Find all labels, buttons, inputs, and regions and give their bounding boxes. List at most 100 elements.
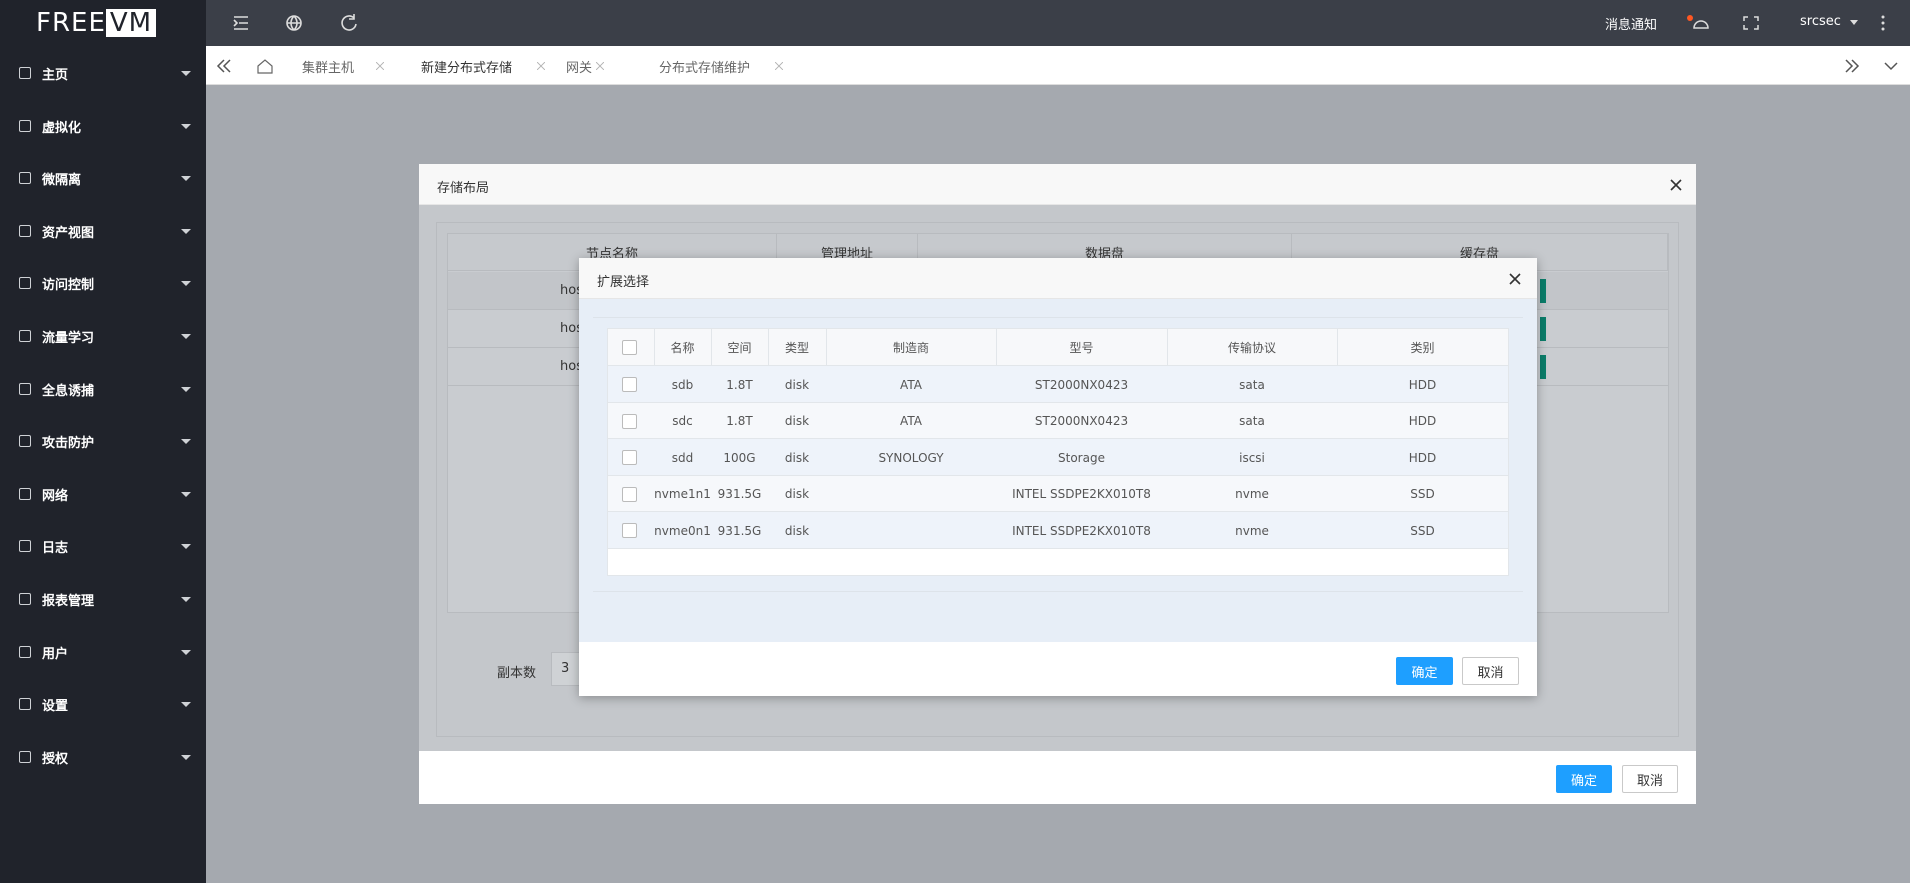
logo-right: VM (105, 9, 157, 37)
node-name: hos (560, 283, 583, 298)
nav-caret (181, 491, 191, 497)
nav-item[interactable]: 授权 (42, 751, 69, 767)
table-cell: sata (1239, 377, 1265, 392)
nav-caret (181, 544, 191, 550)
nav-caret (181, 754, 191, 760)
divider (593, 317, 1523, 318)
cache-tag (1540, 355, 1546, 379)
inner-dialog-title: 扩展选择 (597, 275, 650, 290)
nav-icon (19, 119, 31, 132)
topbar (206, 0, 1910, 46)
ok-button[interactable]: 确定 (1556, 765, 1612, 793)
table-cell: sdc (672, 414, 693, 428)
nav-item[interactable]: 网络 (42, 488, 69, 504)
sidebar (0, 0, 206, 883)
nav-icon (19, 540, 31, 553)
logo-left: FREE (36, 8, 106, 38)
tab-nav-right (1845, 59, 1898, 73)
table-cell: 931.5G (717, 487, 762, 501)
tab-close[interactable] (596, 62, 604, 70)
nav-item[interactable]: 日志 (42, 541, 69, 557)
nav-icon (19, 172, 31, 185)
inner-dialog-footer (579, 642, 1537, 696)
node-name: hos (560, 359, 583, 374)
nav-item[interactable]: 虚拟化 (42, 120, 82, 136)
table-cell: HDD (1408, 414, 1437, 428)
nav-icon (19, 593, 31, 605)
outer-dialog-title: 存储布局 (437, 181, 490, 196)
toolbar-icons (233, 14, 357, 31)
table-cell: ATA (900, 377, 922, 392)
nav-icon (19, 330, 31, 342)
cache-tag (1540, 279, 1546, 303)
tab[interactable]: 集群主机 (302, 61, 355, 76)
nav-icon (19, 435, 31, 448)
nav-icon (19, 487, 31, 500)
topbar-right-icons (1687, 15, 1885, 31)
nav-item[interactable]: 资产视图 (42, 225, 95, 241)
nav-icon (19, 645, 31, 658)
table-cell: nvme1n1 (654, 487, 711, 501)
nav-item[interactable]: 攻击防护 (42, 436, 95, 452)
table-cell: INTEL SSDPE2KX010T8 (1012, 487, 1151, 501)
table-header-row (608, 329, 1508, 366)
table-cell: INTEL SSDPE2KX010T8 (1012, 523, 1151, 538)
checkbox[interactable] (622, 487, 637, 502)
nav-item[interactable]: 流量学习 (42, 331, 95, 346)
tab-close[interactable] (537, 62, 545, 70)
checkbox[interactable] (622, 340, 637, 355)
nav-caret (181, 228, 191, 234)
nav-icon (19, 698, 31, 711)
cache-tag (1540, 317, 1546, 341)
table-cell: SYNOLOGY (878, 450, 944, 465)
nav-item[interactable]: 设置 (42, 699, 69, 715)
table-header: 传输协议 (1227, 341, 1276, 355)
nav-item[interactable]: 报表管理 (42, 594, 95, 609)
nav-caret (181, 71, 191, 76)
checkbox[interactable] (622, 377, 637, 392)
cancel-button[interactable]: 取消 (1462, 657, 1519, 685)
nav-item[interactable]: 全息诱捕 (42, 383, 95, 399)
table-cell: SSD (1410, 523, 1435, 538)
table-header: 类型 (784, 341, 809, 355)
nav-item[interactable]: 访问控制 (42, 278, 95, 294)
nav-caret (181, 439, 191, 445)
node-name: hos (560, 321, 583, 336)
notice[interactable]: 消息通知 (1605, 18, 1658, 33)
tab[interactable]: 新建分布式存储 (421, 61, 513, 76)
checkbox[interactable] (622, 523, 637, 538)
tab-close[interactable] (376, 62, 384, 70)
nav-item[interactable]: 用户 (42, 646, 69, 662)
checkbox[interactable] (622, 414, 637, 429)
nav-item[interactable]: 主页 (42, 68, 69, 83)
close-inner[interactable] (1508, 272, 1522, 286)
nav-caret (181, 334, 191, 339)
ok-button[interactable]: 确定 (1396, 657, 1453, 685)
table-cell: disk (784, 450, 810, 465)
nav-caret (181, 123, 191, 129)
checkbox[interactable] (622, 450, 637, 465)
logo: FREE VM (36, 8, 157, 38)
tab[interactable]: 网关 (566, 61, 593, 76)
nav-item[interactable]: 微隔离 (42, 173, 82, 189)
inner-dialog: 扩展选择 名称 空间 类型 制造商 型号 传输协议 类别 sdb 1.8T disk ATA ST20… (579, 258, 1537, 696)
nav-caret (181, 281, 191, 287)
tab[interactable]: 分布式存储维护 (659, 61, 751, 76)
table-cell: disk (784, 523, 810, 538)
table-cell: sata (1239, 414, 1265, 428)
table-row (608, 403, 1508, 439)
table-cell: ST2000NX0423 (1034, 377, 1129, 392)
tab-bar (206, 46, 1910, 85)
tab-nav-left (216, 59, 273, 74)
tab-close[interactable] (775, 62, 783, 70)
cancel-button[interactable]: 取消 (1622, 765, 1678, 793)
close-outer[interactable] (1669, 178, 1683, 192)
table-cell: nvme0n1 (654, 523, 711, 538)
table-header: 类别 (1410, 341, 1435, 355)
table-cell: 931.5G (717, 523, 762, 538)
table-row (608, 476, 1508, 512)
disk-table: 名称 空间 类型 制造商 型号 传输协议 类别 sdb 1.8T disk ATA ST2000NX0… (607, 328, 1509, 576)
user-menu[interactable]: srcsec (1800, 14, 1841, 29)
nav-icon (19, 382, 31, 395)
